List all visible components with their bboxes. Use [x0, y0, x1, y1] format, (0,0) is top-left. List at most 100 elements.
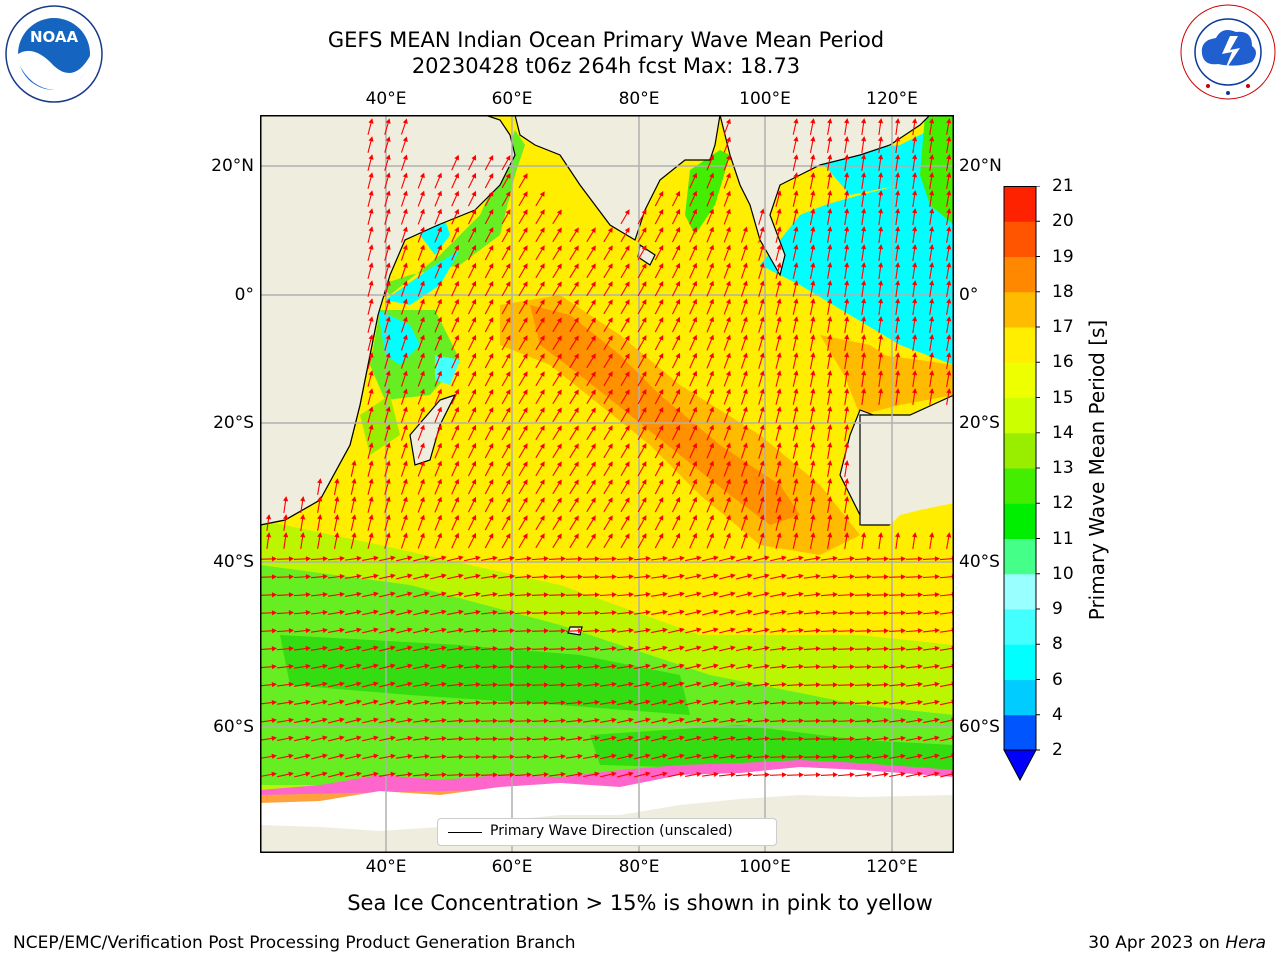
wave-direction-arrow — [912, 388, 918, 405]
wave-direction-arrow — [689, 226, 698, 243]
svg-text:NOAA: NOAA — [30, 28, 79, 46]
wave-direction-arrow — [396, 735, 413, 741]
colorbar-under-extension — [1003, 749, 1037, 782]
wave-direction-arrow — [634, 609, 651, 615]
wave-direction-arrow — [531, 772, 549, 778]
wave-direction-arrow — [260, 646, 277, 652]
wave-direction-arrow — [877, 370, 884, 387]
wave-direction-arrow — [480, 772, 498, 778]
wave-direction-arrow — [362, 573, 379, 580]
wave-direction-arrow — [417, 442, 425, 459]
wave-direction-arrow — [552, 425, 562, 441]
wave-direction-arrow — [889, 735, 906, 741]
wave-direction-arrow — [651, 753, 668, 760]
wave-direction-arrow — [854, 682, 872, 688]
wave-direction-arrow — [514, 628, 532, 634]
wave-direction-arrow — [689, 334, 698, 351]
wave-direction-arrow — [481, 555, 498, 561]
wave-direction-arrow — [616, 556, 634, 562]
wave-direction-arrow — [685, 681, 702, 688]
wave-direction-arrow — [775, 388, 782, 405]
wave-direction-arrow — [723, 172, 731, 189]
wave-direction-arrow — [384, 334, 391, 351]
wave-direction-arrow — [689, 478, 698, 495]
wave-direction-arrow — [654, 515, 664, 531]
wave-direction-arrow — [467, 424, 477, 441]
wave-direction-arrow — [367, 136, 374, 153]
wave-direction-arrow — [888, 610, 906, 616]
wave-direction-arrow — [844, 208, 850, 225]
lon-tick-bottom: 80°E — [618, 857, 660, 877]
wave-direction-arrow — [706, 352, 714, 369]
wave-direction-arrow — [753, 627, 770, 634]
wave-direction-arrow — [929, 370, 935, 387]
wave-direction-arrow — [501, 407, 511, 423]
wave-direction-arrow — [384, 226, 391, 243]
wave-direction-arrows — [260, 118, 954, 778]
wave-direction-arrow — [484, 353, 494, 369]
wave-direction-arrow — [451, 442, 460, 459]
wave-direction-arrow — [464, 591, 481, 597]
wave-direction-arrow — [413, 717, 430, 723]
wave-direction-arrow — [827, 388, 833, 405]
wave-direction-arrow — [413, 645, 430, 652]
wave-direction-arrow — [417, 370, 425, 387]
wave-direction-arrow — [929, 244, 935, 261]
wave-direction-arrow — [379, 663, 396, 670]
wave-direction-arrow — [463, 663, 481, 670]
wave-direction-arrow — [350, 460, 357, 477]
wave-direction-arrow — [367, 388, 374, 405]
wave-direction-arrow — [912, 298, 918, 315]
wave-direction-arrow — [599, 663, 617, 670]
wave-direction-arrow — [603, 299, 613, 315]
wave-direction-arrow — [582, 574, 600, 580]
wave-direction-arrow — [736, 663, 753, 670]
wave-direction-arrow — [854, 592, 872, 598]
wave-direction-arrow — [620, 317, 630, 333]
wave-direction-arrow — [484, 173, 494, 189]
wave-direction-arrow — [888, 717, 906, 724]
wave-direction-arrow — [535, 227, 545, 243]
wave-direction-arrow — [803, 718, 821, 724]
wave-direction-arrow — [617, 699, 634, 706]
wave-direction-arrow — [350, 514, 357, 531]
wave-direction-arrow — [912, 118, 918, 135]
wave-direction-arrow — [702, 717, 719, 724]
wave-direction-arrow — [905, 663, 923, 670]
wave-direction-arrow — [792, 172, 799, 189]
wave-direction-arrow — [362, 699, 379, 706]
wave-direction-arrow — [912, 262, 918, 279]
wave-direction-arrow — [599, 574, 617, 580]
wave-direction-arrow — [283, 532, 289, 549]
wave-direction-arrow — [654, 263, 664, 279]
wave-direction-arrow — [803, 736, 821, 742]
wave-direction-arrow — [400, 388, 408, 405]
wave-direction-arrow — [912, 334, 918, 351]
wave-direction-arrow — [484, 263, 494, 279]
wave-direction-arrow — [552, 497, 562, 513]
wave-direction-arrow — [535, 335, 545, 351]
wave-direction-arrow — [548, 628, 566, 634]
wave-direction-arrow — [548, 753, 566, 760]
wave-direction-arrow — [877, 226, 884, 243]
wave-direction-arrow — [362, 609, 379, 616]
wave-direction-arrow — [518, 497, 528, 513]
wave-direction-arrow — [367, 442, 374, 459]
wave-direction-arrow — [531, 628, 549, 634]
wave-direction-arrow — [446, 736, 464, 742]
wave-direction-arrow — [723, 136, 731, 153]
wave-direction-arrow — [668, 663, 685, 670]
wave-direction-arrow — [786, 700, 804, 706]
wave-direction-arrow — [429, 717, 447, 724]
wave-direction-arrow — [518, 299, 528, 315]
wave-direction-arrow — [706, 154, 714, 171]
wave-direction-arrow — [514, 555, 532, 562]
wave-direction-arrow — [689, 388, 698, 405]
wave-direction-arrow — [276, 556, 294, 562]
wave-direction-arrow — [740, 478, 748, 495]
wave-direction-arrow — [803, 772, 821, 778]
wave-direction-arrow — [654, 191, 664, 207]
wave-direction-arrow — [820, 628, 838, 634]
wave-direction-arrow — [446, 772, 464, 778]
wave-direction-arrow — [293, 645, 311, 652]
